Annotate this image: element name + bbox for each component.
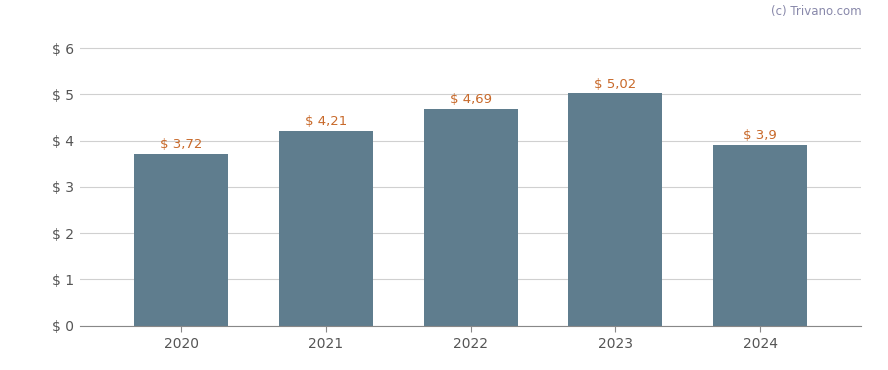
- Text: $ 3,9: $ 3,9: [743, 130, 777, 142]
- Bar: [424, 109, 518, 326]
- Bar: [134, 154, 228, 326]
- Text: $ 4,21: $ 4,21: [305, 115, 347, 128]
- Bar: [279, 131, 373, 326]
- Text: $ 5,02: $ 5,02: [594, 78, 637, 91]
- Bar: [713, 145, 807, 326]
- Bar: [568, 93, 662, 326]
- Text: $ 3,72: $ 3,72: [160, 138, 202, 151]
- Text: (c) Trivano.com: (c) Trivano.com: [771, 5, 861, 18]
- Text: $ 4,69: $ 4,69: [449, 93, 492, 106]
